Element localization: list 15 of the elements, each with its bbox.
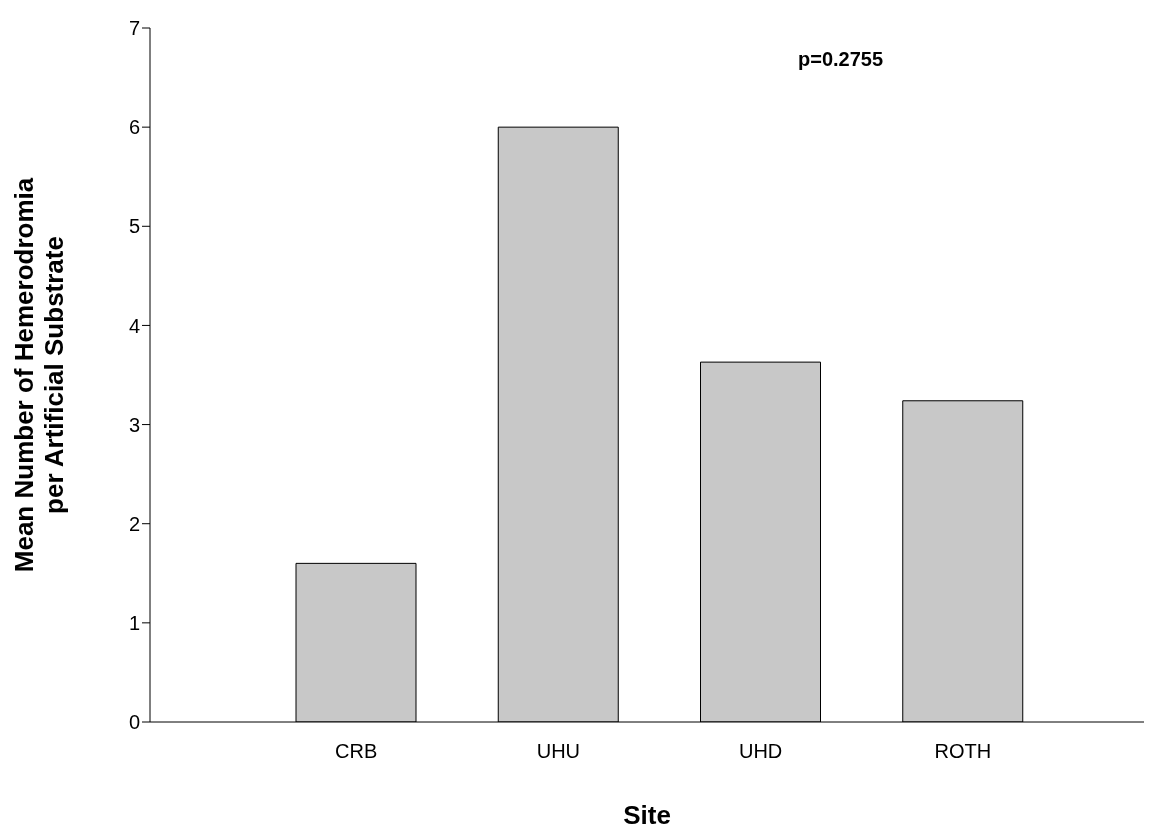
- y-tick-label: 1: [128, 611, 140, 634]
- y-tick-label: 5: [128, 215, 140, 238]
- y-tick-label: 7: [128, 17, 140, 40]
- y-tick-label: 2: [128, 512, 140, 535]
- x-tick-label: ROTH: [934, 740, 992, 763]
- y-tick-label: 6: [128, 116, 140, 139]
- annotation: p=0.2755: [798, 48, 884, 71]
- x-tick-label: CRB: [335, 740, 378, 763]
- y-axis-title: Mean Number of Hemerodromia per Artificial Substrate: [9, 177, 69, 573]
- x-tick-label: UHU: [536, 740, 581, 763]
- y-tick-label: 3: [128, 413, 140, 436]
- y-tick-label: 4: [128, 314, 140, 337]
- x-tick-label: UHD: [738, 740, 783, 763]
- x-axis-title: Site: [623, 800, 671, 830]
- y-tick-label: 0: [128, 711, 140, 734]
